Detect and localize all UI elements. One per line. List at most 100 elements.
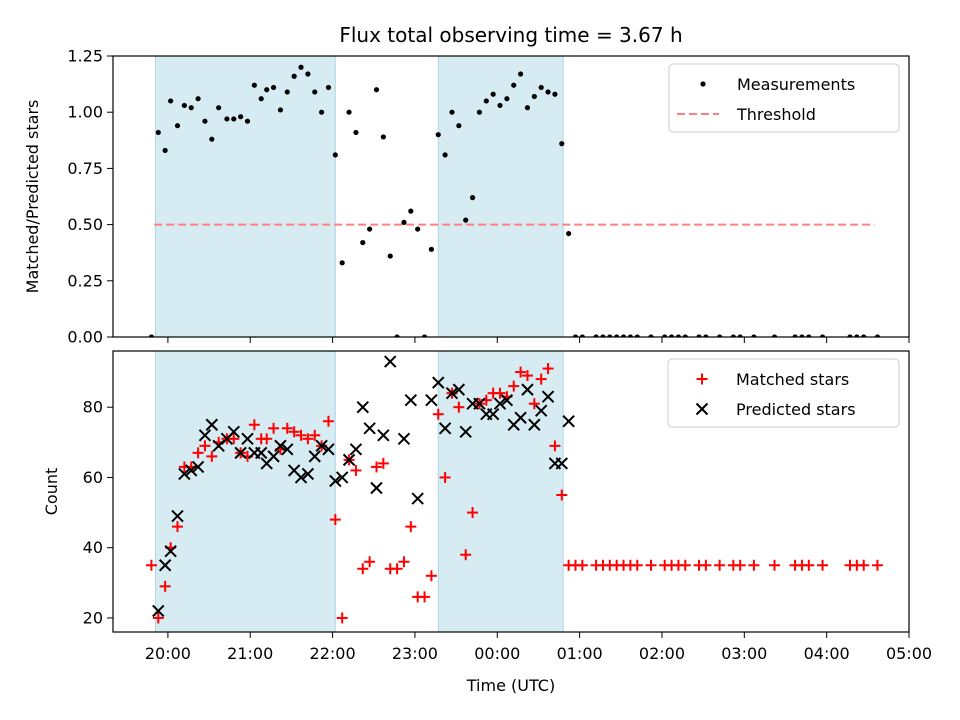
matched-star-point [631, 559, 643, 571]
matched-star-point [172, 521, 184, 533]
measurement-point [703, 334, 709, 337]
measurement-point [476, 109, 483, 115]
measurement-point [148, 334, 155, 337]
bottom-axes-frame [112, 350, 910, 633]
measurement-point [360, 239, 366, 246]
predicted-star-point [329, 474, 342, 488]
predicted-star-point [377, 429, 390, 442]
matched-star-point [542, 363, 554, 375]
top-ytick-label: 1.25 [67, 47, 103, 66]
matched-star-point [460, 549, 472, 561]
measurement-point [373, 87, 380, 93]
matched-star-point [206, 450, 218, 462]
measurement-point [394, 334, 400, 337]
matched-star-point [714, 559, 726, 571]
measurement-point [332, 152, 338, 158]
bottom-ytick-label: 60 [83, 468, 103, 487]
predicted-star-point [152, 604, 165, 618]
measurement-point [367, 226, 373, 232]
matched-star-point [371, 461, 383, 473]
measurement-point [284, 89, 290, 95]
xtick-label: 03:00 [721, 644, 767, 663]
measurement-point [874, 334, 881, 337]
predicted-star-point [493, 397, 507, 410]
matched-star-point [494, 387, 506, 399]
bottom-y-axis-title: Count [42, 468, 61, 516]
xtick-label: 02:00 [639, 644, 685, 663]
top-legend-entry: Threshold [677, 105, 816, 124]
predicted-star-point [227, 425, 240, 438]
measurement-point [224, 116, 230, 122]
measurement-point [847, 334, 853, 337]
bottom-legend: Matched stars Predicted stars [667, 358, 900, 428]
matched-star-point [405, 521, 417, 533]
measurement-point [737, 334, 743, 337]
matched-star-point [152, 612, 164, 624]
matched-star-point [228, 433, 240, 445]
measurement-point [469, 195, 476, 201]
matched-star-point [288, 426, 300, 438]
matched-star-point [350, 464, 362, 476]
top-ytick-label: 0.00 [67, 328, 103, 347]
predicted-star-point [521, 383, 534, 396]
top-ytick-label: 0.75 [67, 159, 103, 178]
predicted-star-point [356, 400, 369, 414]
matched-stars-series [145, 363, 883, 624]
measurement-point [277, 107, 284, 113]
bottom-legend-label: Matched stars [736, 370, 849, 389]
predicted-star-point [397, 432, 411, 446]
matched-star-point [357, 563, 369, 575]
matched-star-point [645, 559, 657, 571]
matched-star-point [508, 380, 520, 392]
legend-plus-icon [696, 373, 708, 385]
measurement-point [216, 105, 222, 111]
top-observing-window-1 [155, 55, 336, 338]
measurement-point [168, 98, 174, 104]
predicted-star-point [500, 393, 514, 407]
predicted-star-point [438, 422, 452, 435]
matched-star-point [295, 429, 307, 441]
predicted-star-point [363, 422, 376, 435]
predicted-star-point [185, 464, 198, 477]
matched-star-point [309, 429, 321, 441]
measurements-series [148, 64, 881, 337]
measurement-point [792, 334, 798, 337]
xtick-label: 05:00 [886, 644, 932, 663]
predicted-star-point [555, 457, 568, 470]
predicted-star-point [255, 446, 268, 460]
measurement-point [696, 334, 702, 337]
measurement-point [162, 147, 168, 154]
measurement-point [552, 91, 558, 97]
xtick-label: 04:00 [804, 644, 850, 663]
measurement-point [231, 116, 237, 122]
top-legend-entry: Measurements [700, 75, 855, 94]
measurement-point [504, 96, 510, 102]
predicted-star-point [404, 393, 418, 407]
top-observing-window-2 [437, 55, 564, 338]
measurement-point [668, 334, 675, 337]
predicted-star-point [164, 545, 177, 558]
measurement-point [353, 129, 359, 136]
matched-star-point [467, 507, 479, 519]
xtick-label: 00:00 [474, 644, 520, 663]
measurement-point [251, 82, 257, 88]
measurement-point [238, 114, 244, 120]
matched-star-point [248, 419, 260, 431]
measurement-point [799, 334, 805, 337]
predicted-star-point [459, 425, 472, 438]
matched-star-point [432, 408, 444, 420]
measurement-point [620, 334, 627, 337]
measurement-point [339, 260, 345, 266]
measurement-point [524, 105, 531, 111]
measurement-point [387, 253, 393, 259]
legend-x-icon [695, 402, 709, 416]
matched-star-point [556, 489, 568, 501]
top-legend: Measurements Threshold [668, 63, 900, 133]
predicted-star-point [301, 467, 315, 481]
matched-star-point [425, 570, 437, 582]
matched-star-point [364, 556, 376, 568]
measurement-point [209, 136, 215, 142]
predicted-star-point [294, 471, 308, 484]
bottom-legend-entry: Matched stars [696, 370, 849, 389]
